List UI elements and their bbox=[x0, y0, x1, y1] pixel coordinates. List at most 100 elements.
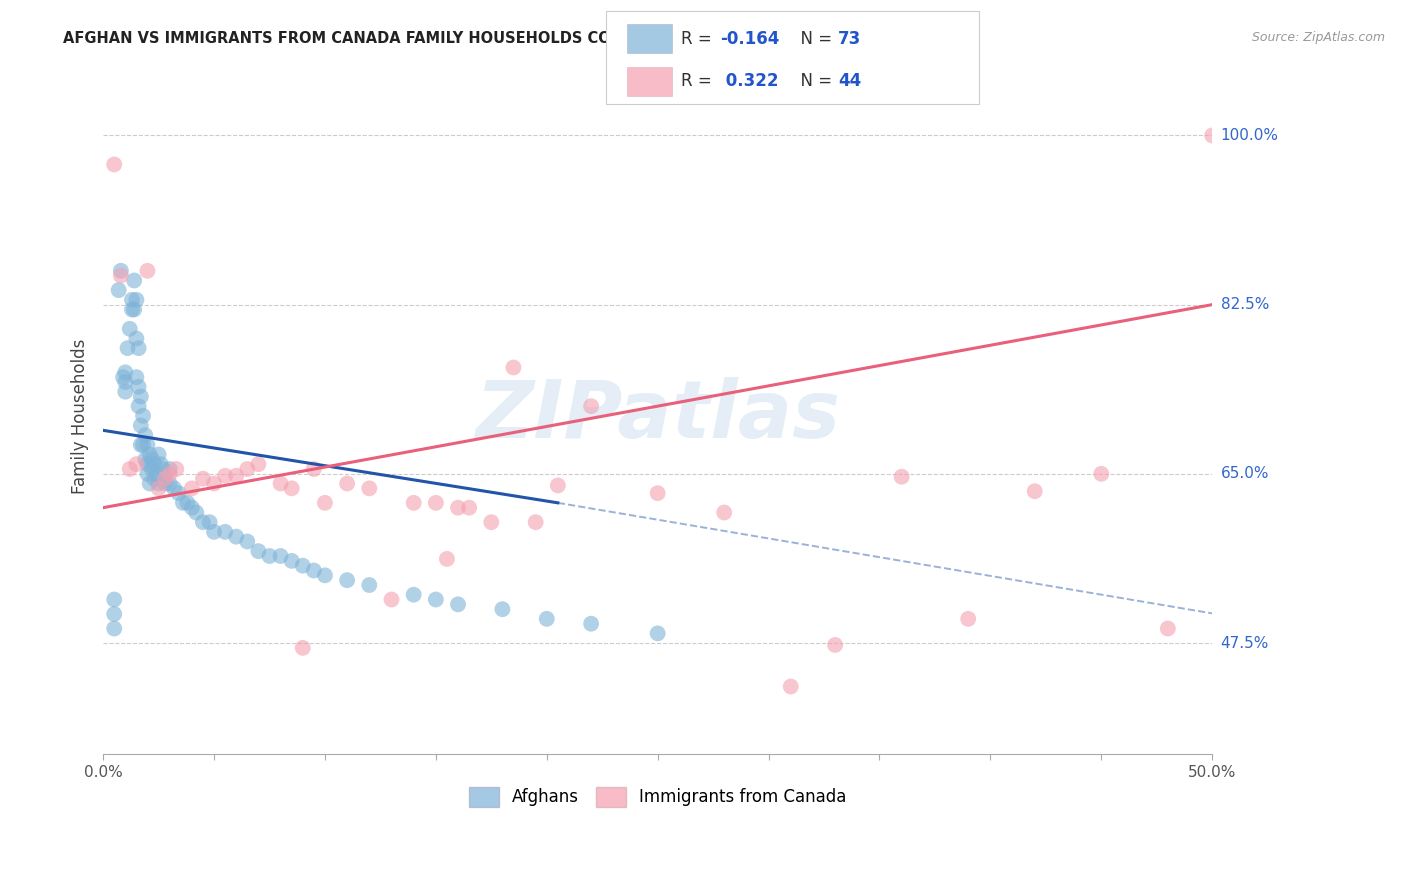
Point bbox=[202, 524, 225, 539]
Point bbox=[236, 462, 259, 476]
Point bbox=[180, 481, 202, 495]
Point bbox=[458, 500, 481, 515]
Point bbox=[491, 602, 513, 616]
Point bbox=[280, 481, 302, 495]
Point bbox=[824, 638, 846, 652]
Point bbox=[402, 588, 425, 602]
Point bbox=[1201, 128, 1223, 143]
Point bbox=[159, 476, 181, 491]
Point bbox=[270, 549, 292, 563]
Point bbox=[191, 472, 214, 486]
Point bbox=[336, 476, 359, 491]
Point bbox=[180, 500, 202, 515]
Point bbox=[380, 592, 402, 607]
Point bbox=[280, 554, 302, 568]
Point bbox=[117, 341, 139, 355]
Point bbox=[247, 457, 270, 471]
Point bbox=[132, 438, 155, 452]
Text: Source: ZipAtlas.com: Source: ZipAtlas.com bbox=[1251, 31, 1385, 45]
Point bbox=[479, 515, 502, 529]
Point bbox=[259, 549, 281, 563]
Text: -0.164: -0.164 bbox=[720, 30, 779, 48]
Point bbox=[125, 370, 148, 384]
Point bbox=[128, 399, 150, 413]
Point bbox=[336, 573, 359, 587]
Point bbox=[425, 496, 447, 510]
Legend: Afghans, Immigrants from Canada: Afghans, Immigrants from Canada bbox=[463, 780, 853, 814]
Point bbox=[359, 578, 381, 592]
Point bbox=[176, 496, 198, 510]
Point bbox=[502, 360, 524, 375]
Point bbox=[136, 467, 159, 481]
Point bbox=[713, 506, 735, 520]
Text: ZIPatlas: ZIPatlas bbox=[475, 376, 841, 455]
Point bbox=[132, 409, 155, 423]
Point bbox=[110, 264, 132, 278]
Point bbox=[107, 283, 129, 297]
Point bbox=[121, 302, 143, 317]
Point bbox=[112, 370, 135, 384]
Point bbox=[647, 486, 669, 500]
Point bbox=[314, 496, 336, 510]
Point bbox=[198, 515, 221, 529]
Point bbox=[136, 438, 159, 452]
Point bbox=[425, 592, 447, 607]
Point bbox=[524, 515, 547, 529]
Point bbox=[149, 457, 172, 471]
Point bbox=[118, 462, 141, 476]
Point bbox=[302, 564, 325, 578]
Point bbox=[155, 472, 177, 486]
Point bbox=[110, 268, 132, 283]
Point bbox=[314, 568, 336, 582]
Point bbox=[202, 476, 225, 491]
Point bbox=[121, 293, 143, 307]
Point bbox=[1090, 467, 1112, 481]
Point bbox=[125, 293, 148, 307]
Point bbox=[163, 481, 186, 495]
Text: 82.5%: 82.5% bbox=[1220, 297, 1268, 312]
Text: 0.322: 0.322 bbox=[720, 72, 779, 90]
Point bbox=[547, 478, 569, 492]
Text: 100.0%: 100.0% bbox=[1220, 128, 1278, 143]
Text: R =: R = bbox=[681, 30, 717, 48]
Point bbox=[536, 612, 558, 626]
Point bbox=[125, 457, 148, 471]
Point bbox=[236, 534, 259, 549]
Point bbox=[148, 448, 170, 462]
Point bbox=[134, 428, 156, 442]
Point bbox=[270, 476, 292, 491]
Text: N =: N = bbox=[790, 30, 838, 48]
Point bbox=[302, 462, 325, 476]
Point bbox=[165, 462, 187, 476]
Point bbox=[225, 468, 247, 483]
Point bbox=[447, 598, 470, 612]
Point bbox=[145, 467, 167, 481]
Point bbox=[148, 481, 170, 495]
Point bbox=[143, 472, 166, 486]
Point bbox=[129, 438, 152, 452]
Point bbox=[138, 448, 160, 462]
Point bbox=[141, 452, 163, 467]
Point bbox=[214, 524, 236, 539]
Point bbox=[128, 380, 150, 394]
Point bbox=[447, 500, 470, 515]
Point bbox=[359, 481, 381, 495]
Text: N =: N = bbox=[790, 72, 838, 90]
Point bbox=[291, 640, 314, 655]
Point bbox=[247, 544, 270, 558]
Point bbox=[122, 273, 145, 287]
Point bbox=[103, 622, 125, 636]
Point bbox=[186, 506, 208, 520]
Text: 73: 73 bbox=[838, 30, 862, 48]
Point bbox=[141, 462, 163, 476]
Point bbox=[159, 462, 181, 476]
Point bbox=[436, 552, 458, 566]
Point bbox=[214, 468, 236, 483]
Point bbox=[122, 302, 145, 317]
Point bbox=[125, 331, 148, 345]
Point bbox=[172, 496, 194, 510]
Point bbox=[291, 558, 314, 573]
Point bbox=[191, 515, 214, 529]
Point bbox=[167, 486, 190, 500]
Point bbox=[136, 264, 159, 278]
